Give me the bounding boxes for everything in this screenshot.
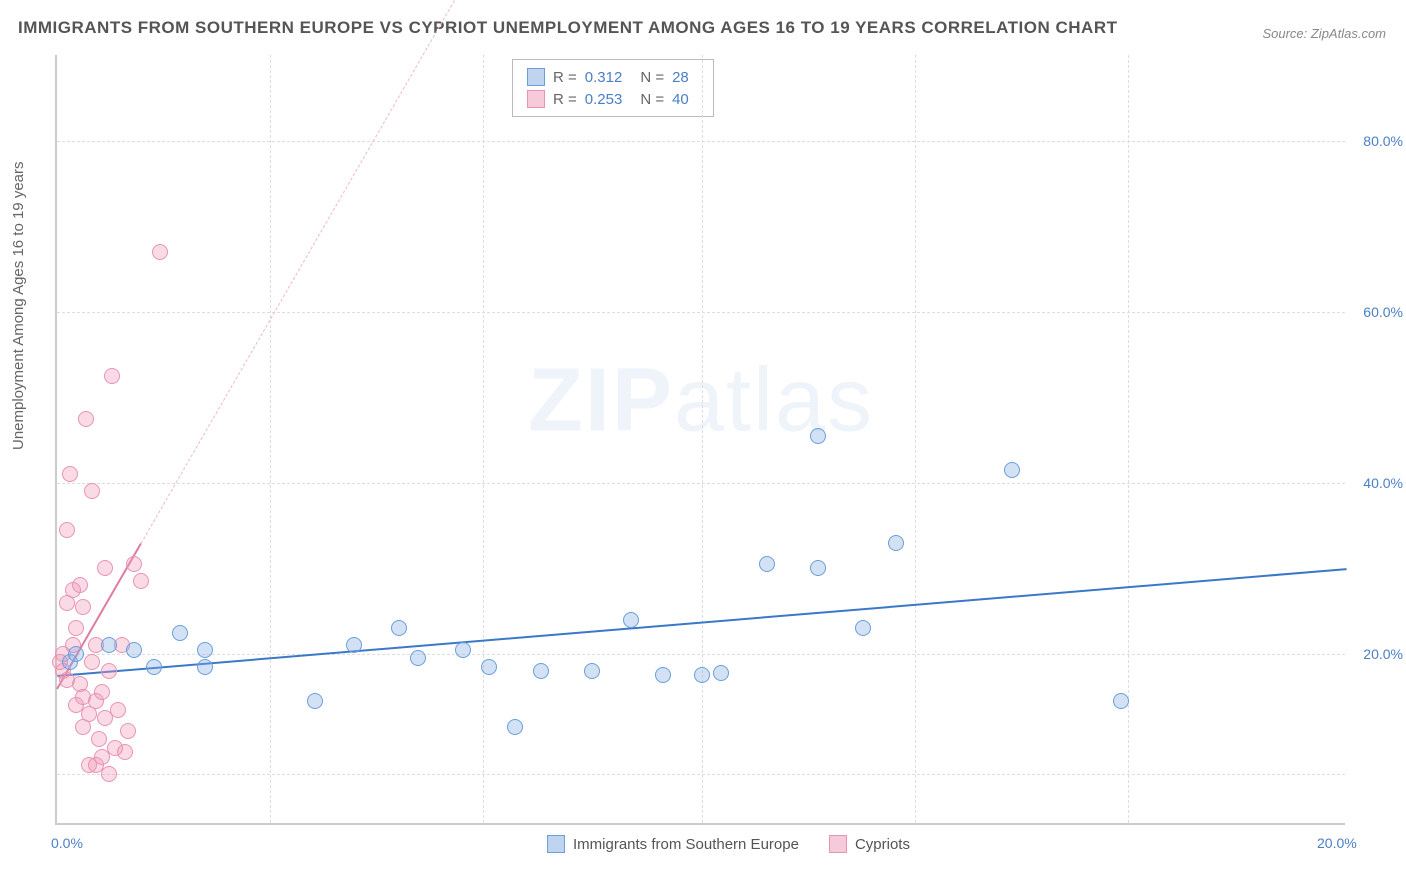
data-point-pink: [72, 577, 88, 593]
data-point-blue: [146, 659, 162, 675]
data-point-pink: [97, 560, 113, 576]
data-point-blue: [172, 625, 188, 641]
data-point-blue: [855, 620, 871, 636]
y-tick-label: 20.0%: [1363, 646, 1403, 662]
data-point-pink: [152, 244, 168, 260]
gridline-horizontal: [57, 312, 1345, 313]
data-point-blue: [346, 637, 362, 653]
data-point-blue: [533, 663, 549, 679]
data-point-blue: [410, 650, 426, 666]
data-point-pink: [117, 744, 133, 760]
data-point-blue: [197, 642, 213, 658]
data-point-blue: [623, 612, 639, 628]
gridline-vertical: [915, 55, 916, 823]
legend-item-blue: Immigrants from Southern Europe: [547, 835, 799, 853]
correlation-legend: R = 0.312 N = 28 R = 0.253 N = 40: [512, 59, 714, 117]
data-point-blue: [481, 659, 497, 675]
data-point-blue: [507, 719, 523, 735]
legend-swatch-pink: [527, 90, 545, 108]
r-label: R =: [553, 91, 577, 108]
data-point-blue: [888, 535, 904, 551]
legend-row-pink: R = 0.253 N = 40: [527, 88, 699, 110]
data-point-blue: [391, 620, 407, 636]
data-point-pink: [84, 654, 100, 670]
trend-line: [140, 0, 457, 543]
r-label: R =: [553, 69, 577, 86]
legend-swatch-blue: [527, 68, 545, 86]
gridline-vertical: [270, 55, 271, 823]
y-tick-label: 80.0%: [1363, 133, 1403, 149]
n-value-pink: 40: [672, 91, 689, 108]
data-point-pink: [84, 483, 100, 499]
legend-label-pink: Cypriots: [855, 836, 910, 853]
data-point-pink: [94, 684, 110, 700]
data-point-blue: [126, 642, 142, 658]
gridline-vertical: [483, 55, 484, 823]
gridline-horizontal: [57, 483, 1345, 484]
x-tick-label: 20.0%: [1317, 835, 1357, 851]
y-tick-label: 60.0%: [1363, 304, 1403, 320]
chart-title: IMMIGRANTS FROM SOUTHERN EUROPE VS CYPRI…: [18, 18, 1118, 38]
data-point-pink: [101, 766, 117, 782]
data-point-pink: [59, 522, 75, 538]
data-point-blue: [759, 556, 775, 572]
gridline-horizontal: [57, 774, 1345, 775]
data-point-pink: [126, 556, 142, 572]
data-point-blue: [810, 560, 826, 576]
data-point-blue: [1113, 693, 1129, 709]
gridline-horizontal: [57, 654, 1345, 655]
data-point-pink: [59, 672, 75, 688]
data-point-pink: [133, 573, 149, 589]
n-label: N =: [640, 91, 664, 108]
data-point-pink: [91, 731, 107, 747]
data-point-blue: [197, 659, 213, 675]
r-value-pink: 0.253: [585, 91, 623, 108]
source-attribution: Source: ZipAtlas.com: [1262, 26, 1386, 41]
scatter-plot-area: ZIPatlas R = 0.312 N = 28 R = 0.253 N = …: [55, 55, 1345, 825]
data-point-pink: [75, 599, 91, 615]
data-point-blue: [713, 665, 729, 681]
legend-item-pink: Cypriots: [829, 835, 910, 853]
data-point-pink: [120, 723, 136, 739]
data-point-pink: [110, 702, 126, 718]
y-axis-label: Unemployment Among Ages 16 to 19 years: [10, 161, 27, 450]
data-point-pink: [101, 663, 117, 679]
data-point-blue: [455, 642, 471, 658]
gridline-vertical: [1128, 55, 1129, 823]
n-label: N =: [640, 69, 664, 86]
data-point-pink: [104, 368, 120, 384]
y-tick-label: 40.0%: [1363, 475, 1403, 491]
legend-swatch-pink: [829, 835, 847, 853]
data-point-blue: [68, 646, 84, 662]
data-point-blue: [1004, 462, 1020, 478]
data-point-blue: [307, 693, 323, 709]
data-point-blue: [694, 667, 710, 683]
gridline-vertical: [702, 55, 703, 823]
data-point-pink: [68, 620, 84, 636]
data-point-blue: [655, 667, 671, 683]
legend-swatch-blue: [547, 835, 565, 853]
data-point-blue: [101, 637, 117, 653]
data-point-blue: [810, 428, 826, 444]
legend-row-blue: R = 0.312 N = 28: [527, 66, 699, 88]
x-tick-label: 0.0%: [51, 835, 83, 851]
data-point-pink: [62, 466, 78, 482]
data-point-blue: [584, 663, 600, 679]
legend-label-blue: Immigrants from Southern Europe: [573, 836, 799, 853]
series-legend: Immigrants from Southern Europe Cypriots: [547, 835, 910, 853]
gridline-horizontal: [57, 141, 1345, 142]
r-value-blue: 0.312: [585, 69, 623, 86]
n-value-blue: 28: [672, 69, 689, 86]
data-point-pink: [78, 411, 94, 427]
